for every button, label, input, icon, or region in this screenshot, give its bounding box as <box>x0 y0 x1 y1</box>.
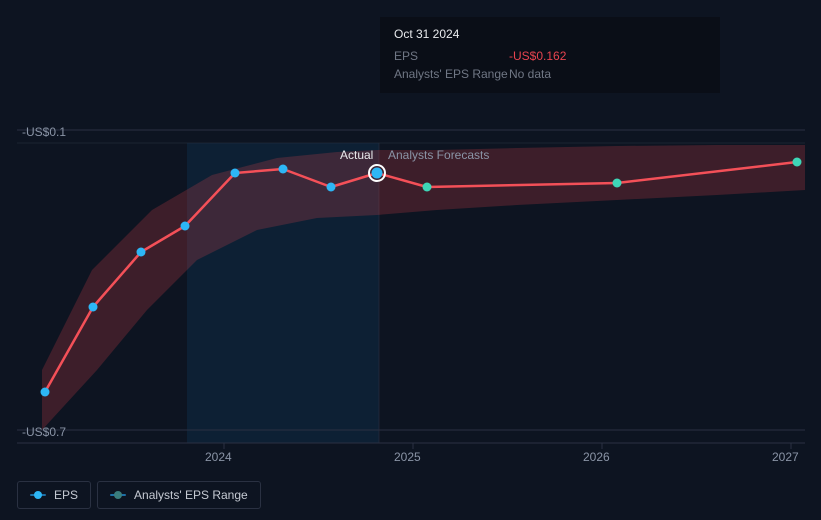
actual-label: Actual <box>340 148 373 162</box>
tooltip-row-value: No data <box>509 65 551 83</box>
legend-item-eps-range[interactable]: Analysts' EPS Range <box>97 481 261 509</box>
legend: EPS Analysts' EPS Range <box>17 481 261 509</box>
x-axis-label: 2026 <box>583 450 610 464</box>
tooltip-row-value: -US$0.162 <box>509 47 566 65</box>
y-axis-label: -US$0.1 <box>22 125 66 139</box>
forecast-label: Analysts Forecasts <box>388 148 489 162</box>
tooltip-row: Analysts' EPS RangeNo data <box>394 65 706 83</box>
legend-label: Analysts' EPS Range <box>134 488 248 502</box>
legend-label: EPS <box>54 488 78 502</box>
tooltip-date: Oct 31 2024 <box>394 27 706 41</box>
tooltip-row-label: EPS <box>394 47 509 65</box>
legend-marker <box>110 491 126 499</box>
legend-item-eps[interactable]: EPS <box>17 481 91 509</box>
y-axis-label: -US$0.7 <box>22 425 66 439</box>
tooltip-row: EPS-US$0.162 <box>394 47 706 65</box>
x-axis-label: 2025 <box>394 450 421 464</box>
legend-marker <box>30 491 46 499</box>
x-axis-label: 2024 <box>205 450 232 464</box>
tooltip-row-label: Analysts' EPS Range <box>394 65 509 83</box>
chart-tooltip: Oct 31 2024 EPS-US$0.162Analysts' EPS Ra… <box>380 17 720 93</box>
x-axis-label: 2027 <box>772 450 799 464</box>
